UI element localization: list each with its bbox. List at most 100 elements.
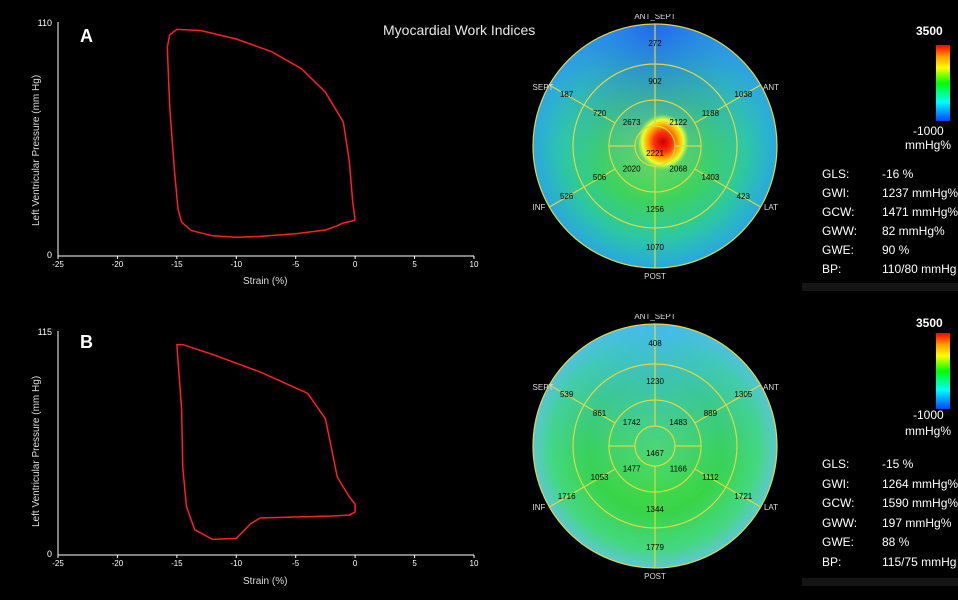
page-title: Myocardial Work Indices — [383, 22, 536, 38]
mid-segment-value: 506 — [593, 173, 607, 182]
segment-line — [549, 468, 616, 508]
stat-key: GWW: — [822, 515, 858, 530]
stat-value: -15 % — [882, 457, 914, 471]
panel-letter-b: B — [80, 332, 93, 352]
x-tick-label: -5 — [292, 260, 300, 269]
label-lat: LAT — [764, 503, 778, 512]
x-ticks-a: -25 -20 -15 -10 -5 0 5 10 — [52, 256, 479, 269]
x-tick-label: -10 — [231, 559, 243, 568]
basal-segment-value: 1721 — [734, 492, 752, 501]
stat-value: 90 % — [882, 243, 910, 257]
colorbar-b — [936, 333, 950, 409]
apical-segment-value: 1742 — [623, 418, 641, 427]
y-tick-max-a: 110 — [38, 18, 52, 28]
apical-segment-value: 2122 — [669, 118, 687, 127]
label-lat: LAT — [764, 203, 778, 212]
mid-segment-value: 861 — [593, 409, 607, 418]
stats-panel-a: GLS: -16 % GWI: 1237 mmHg% GCW: 1471 mmHg% GWW… — [822, 167, 958, 277]
bullseye-a: 272 1038 423 1070 526 187 902 1188 1403 1256 506 72… — [532, 14, 779, 281]
y-tick-max-b: 115 — [38, 327, 52, 337]
pv-loop-chart-b: 115 0 -25 -20 -15 -10 -5 0 5 10 — [38, 327, 479, 568]
x-ticks-b: -25 -20 -15 -10 -5 0 5 10 — [52, 555, 479, 568]
segment-line — [694, 168, 761, 208]
mid-segment-value: 902 — [648, 77, 662, 86]
x-tick-label: -25 — [52, 559, 64, 568]
xlabel-b: Strain (%) — [243, 576, 288, 587]
x-tick-label: -20 — [112, 260, 124, 269]
apical-segment-value: 2673 — [623, 118, 641, 127]
apex-value: 1467 — [646, 449, 664, 458]
basal-segment-value: 1779 — [646, 543, 664, 552]
apical-segment-value: 1166 — [670, 464, 688, 473]
bullseye-shade — [533, 324, 777, 568]
stat-value: 1237 mmHg% — [882, 186, 958, 200]
mid-segment-value: 1230 — [646, 377, 664, 386]
stat-value: -16 % — [882, 167, 914, 181]
x-tick-label: -15 — [171, 260, 183, 269]
x-tick-label: -10 — [231, 260, 243, 269]
stat-key: GWE: — [822, 243, 854, 257]
colorbar-unit-b: mmHg% — [905, 424, 952, 438]
x-tick-label: 5 — [412, 260, 417, 269]
x-tick-label: 10 — [470, 559, 479, 568]
stat-value: 1264 mmHg% — [882, 476, 958, 491]
basal-segment-value: 1038 — [734, 90, 752, 99]
label-ant: ANT — [763, 83, 779, 92]
label-sept: SEPT — [533, 383, 554, 392]
mid-segment-value: 889 — [704, 409, 718, 418]
label-post: POST — [644, 272, 666, 281]
stats-panel-b: GLS: -15 % GWI: 1264 mmHg% GCW: 1590 mmHg% GWW… — [822, 457, 958, 577]
mid-segment-value: 1112 — [702, 473, 719, 482]
basal-segment-value: 526 — [560, 192, 574, 201]
label-sept: SEPT — [533, 83, 554, 92]
apical-hotspot — [637, 114, 689, 170]
basal-segment-value: 272 — [648, 39, 662, 48]
stat-key: GWE: — [822, 535, 854, 549]
stat-key: GWW: — [822, 224, 858, 238]
stat-key: GWI: — [822, 476, 850, 491]
mid-segment-value: 1188 — [702, 109, 720, 118]
segment-line — [549, 168, 616, 208]
x-tick-label: 0 — [353, 559, 358, 568]
x-tick-label: 5 — [412, 559, 417, 568]
basal-segment-value: 1716 — [558, 492, 576, 501]
mid-segment-value: 1403 — [702, 173, 720, 182]
bullseye-b: 408 1305 1721 1779 1716 539 1230 889 1112 1344 105… — [532, 314, 779, 581]
pv-loop-a — [166, 28, 356, 239]
segment-line — [549, 384, 616, 424]
x-tick-label: 0 — [353, 260, 358, 269]
segment-line — [694, 84, 761, 124]
basal-segment-value: 408 — [648, 339, 662, 348]
mid-segment-value: 720 — [593, 109, 607, 118]
segment-line — [549, 84, 616, 124]
colorbar-min-b: -1000 — [913, 408, 944, 422]
label-post: POST — [644, 572, 666, 581]
colorbar-min-a: -1000 — [913, 124, 944, 138]
divider-band-a — [802, 283, 958, 291]
mid-segment-value: 1256 — [646, 205, 664, 214]
colorbar-max-b: 3500 — [916, 316, 943, 330]
colorbar-unit-a: mmHg% — [905, 138, 952, 152]
apical-segment-value: 2020 — [623, 164, 641, 173]
stat-key: BP: — [822, 554, 842, 569]
pv-loop-b — [176, 343, 356, 541]
xlabel-a: Strain (%) — [243, 276, 288, 287]
mid-segment-value: 1053 — [591, 473, 609, 482]
apical-segment-value: 1483 — [669, 418, 687, 427]
segment-line — [694, 468, 761, 508]
divider-band-b — [802, 578, 958, 586]
basal-segment-value: 423 — [737, 192, 751, 201]
y-tick-min-b: 0 — [47, 549, 52, 559]
label-ant: ANT — [763, 383, 779, 392]
label-inf: INF — [533, 203, 546, 212]
basal-segment-value: 539 — [560, 390, 574, 399]
segment-line — [694, 384, 761, 424]
stat-key: GCW: — [822, 496, 855, 510]
basal-segment-value: 1070 — [646, 243, 664, 252]
x-tick-label: -20 — [112, 559, 124, 568]
stat-key: GWI: — [822, 186, 850, 200]
stat-value: 1471 mmHg% — [882, 205, 958, 219]
x-tick-label: -5 — [292, 559, 300, 568]
stat-key: GLS: — [822, 457, 850, 471]
label-ant-sept: ANT_SEPT — [634, 314, 675, 321]
